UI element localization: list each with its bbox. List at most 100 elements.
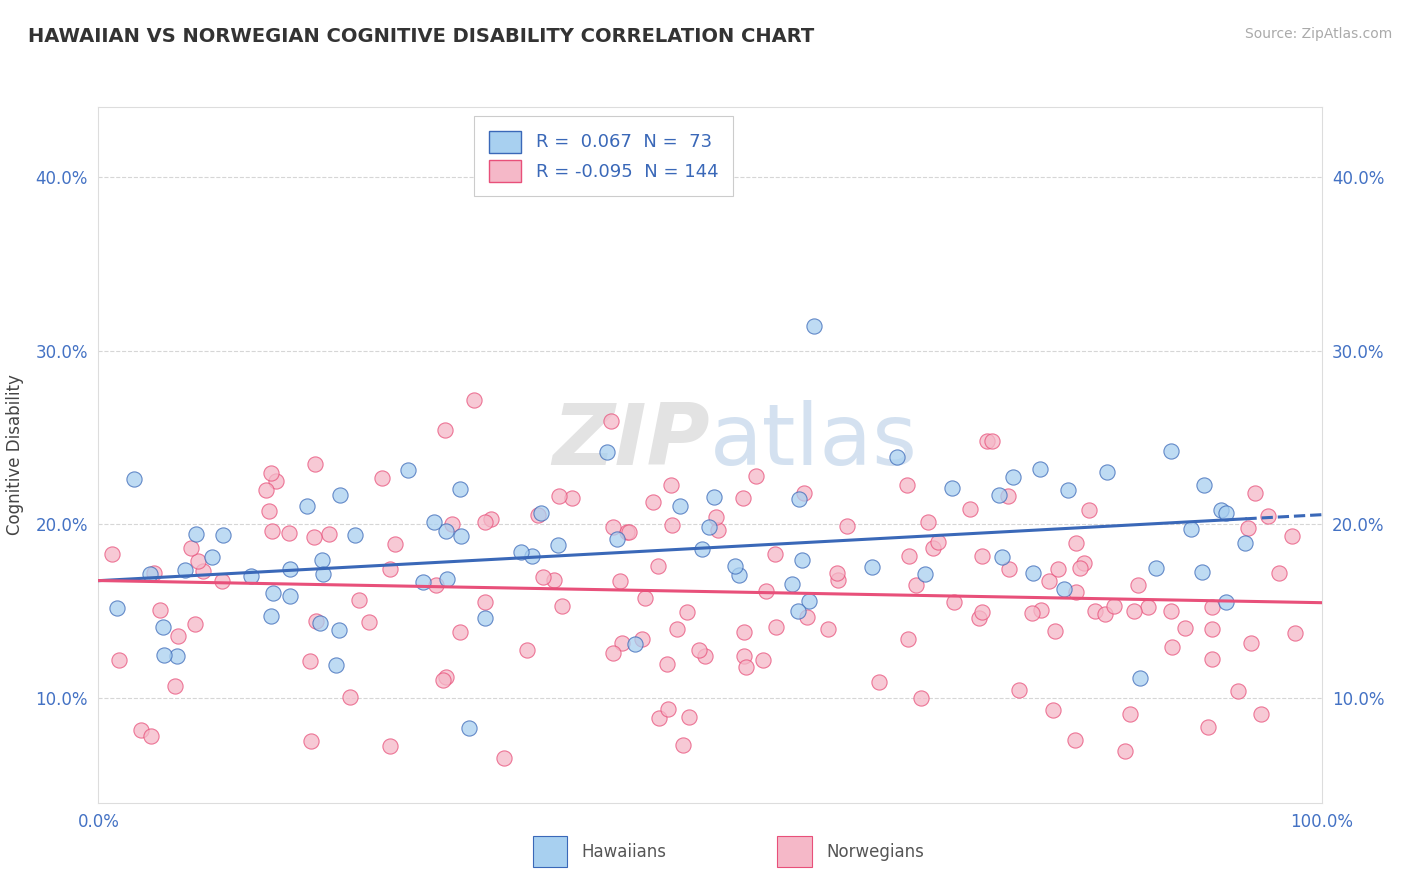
Point <box>163 680 186 694</box>
Point <box>1144 561 1167 575</box>
Point <box>142 566 165 580</box>
Point <box>610 636 633 650</box>
Point <box>669 499 692 513</box>
Point <box>599 415 621 429</box>
Point <box>733 649 755 664</box>
Point <box>672 738 695 752</box>
Point <box>868 674 890 689</box>
Point <box>174 563 197 577</box>
Point <box>1042 703 1064 717</box>
Point <box>101 547 124 561</box>
Point <box>318 527 340 541</box>
Point <box>1268 566 1291 580</box>
Point <box>463 393 485 408</box>
Point <box>1215 595 1237 609</box>
Point <box>1234 536 1257 550</box>
Point <box>378 562 401 576</box>
Point <box>609 574 631 588</box>
Point <box>304 530 326 544</box>
Text: HAWAIIAN VS NORWEGIAN COGNITIVE DISABILITY CORRELATION CHART: HAWAIIAN VS NORWEGIAN COGNITIVE DISABILI… <box>28 27 814 45</box>
Point <box>308 616 330 631</box>
Point <box>647 558 669 573</box>
Point <box>550 599 572 613</box>
Point <box>474 515 496 529</box>
Point <box>305 614 328 628</box>
Point <box>339 690 361 705</box>
Point <box>1084 604 1107 618</box>
Point <box>312 566 335 581</box>
Point <box>917 515 939 529</box>
Point <box>378 739 401 753</box>
Point <box>1102 599 1125 613</box>
Point <box>474 595 496 609</box>
Point <box>304 457 326 471</box>
Point <box>690 541 713 556</box>
Point <box>1056 483 1078 497</box>
Point <box>897 632 920 647</box>
Point <box>790 553 813 567</box>
Point <box>602 646 624 660</box>
Point <box>796 610 818 624</box>
Point <box>547 538 569 552</box>
Text: Hawaiians: Hawaiians <box>582 843 666 861</box>
Point <box>543 573 565 587</box>
Point <box>706 523 728 537</box>
Text: Norwegians: Norwegians <box>827 843 924 861</box>
Text: atlas: atlas <box>710 400 918 483</box>
Point <box>153 648 176 663</box>
Point <box>897 549 920 563</box>
Point <box>624 637 647 651</box>
Point <box>1064 732 1087 747</box>
Point <box>1201 652 1223 666</box>
Point <box>299 654 322 668</box>
Point <box>357 615 380 629</box>
Point <box>166 648 188 663</box>
Point <box>1002 470 1025 484</box>
Point <box>1077 503 1099 517</box>
Point <box>602 520 624 534</box>
Point <box>1240 636 1263 650</box>
Point <box>1160 604 1182 618</box>
Point <box>617 524 640 539</box>
Point <box>970 605 993 619</box>
Point <box>211 574 233 588</box>
Point <box>1160 444 1182 458</box>
Point <box>991 549 1014 564</box>
Point <box>970 549 993 563</box>
Text: Source: ZipAtlas.com: Source: ZipAtlas.com <box>1244 27 1392 41</box>
Point <box>780 577 803 591</box>
Point <box>450 482 472 496</box>
Point <box>436 572 458 586</box>
Point <box>904 578 927 592</box>
Point <box>976 434 998 448</box>
Point <box>384 537 406 551</box>
Point <box>987 488 1010 502</box>
Legend: R =  0.067  N =  73, R = -0.095  N = 144: R = 0.067 N = 73, R = -0.095 N = 144 <box>474 116 733 196</box>
Point <box>328 624 350 638</box>
Point <box>981 434 1004 449</box>
Point <box>688 642 710 657</box>
Point <box>167 629 190 643</box>
Point <box>139 566 162 581</box>
Point <box>449 625 471 640</box>
Point <box>1201 599 1223 614</box>
Point <box>1038 574 1060 588</box>
Point <box>152 620 174 634</box>
Point <box>630 632 652 647</box>
Point <box>693 649 716 664</box>
Point <box>703 490 725 504</box>
Point <box>422 515 444 529</box>
Point <box>1257 508 1279 523</box>
Point <box>1215 506 1237 520</box>
Point <box>596 445 619 459</box>
Point <box>825 566 848 580</box>
Point <box>941 481 963 495</box>
Point <box>1250 707 1272 722</box>
Point <box>262 586 284 600</box>
Point <box>474 611 496 625</box>
Point <box>458 721 481 735</box>
Point <box>1161 640 1184 655</box>
Point <box>311 552 333 566</box>
Point <box>942 595 965 609</box>
Point <box>260 609 283 624</box>
